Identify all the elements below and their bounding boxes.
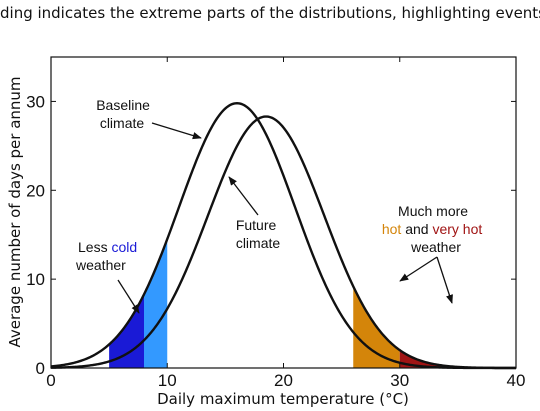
x-tick-label-30: 30 <box>390 371 409 390</box>
more-hot-word-hot: hot <box>382 221 402 237</box>
more-hot-line1: Much more <box>398 203 468 219</box>
future-label-line2: climate <box>236 235 281 251</box>
x-axis-title: Daily maximum temperature (°C) <box>157 390 409 408</box>
future-climate-label: Future climate <box>236 217 281 251</box>
more-hot-word-very-hot: very hot <box>432 221 482 237</box>
more-hot-word-and: and <box>401 221 432 237</box>
x-tick-label-0: 0 <box>46 371 55 390</box>
x-tick-label-20: 20 <box>274 371 293 390</box>
baseline-arrow <box>151 122 202 140</box>
more-hot-line3: weather <box>410 239 461 255</box>
y-tick-label-10: 10 <box>26 270 45 289</box>
x-tick-label-10: 10 <box>158 371 177 390</box>
hot-arrow <box>399 256 438 282</box>
tick-labels: 0 10 20 30 40 0 10 20 30 <box>26 92 525 390</box>
annotation-arrows <box>117 122 453 314</box>
less-cold-arrow <box>117 279 140 314</box>
less-cold-label: Less cold weather <box>75 239 141 273</box>
less-cold-line1-a: Less <box>78 239 111 255</box>
axis-ticks <box>50 57 517 369</box>
y-axis-title: Average number of days per annum <box>6 76 24 347</box>
less-cold-line1-b: cold <box>111 239 137 255</box>
y-tick-label-30: 30 <box>26 92 45 111</box>
y-tick-label-20: 20 <box>26 181 45 200</box>
more-hot-label: Much more hot and very hot weather <box>382 203 486 255</box>
distribution-curves <box>50 102 517 370</box>
future-curve <box>50 115 517 370</box>
less-cold-line2: weather <box>75 257 126 273</box>
shaded-region-2 <box>144 239 168 368</box>
y-tick-label-0: 0 <box>36 359 45 378</box>
baseline-curve <box>50 102 516 370</box>
figure-caption: ding indicates the extreme parts of the … <box>0 4 540 22</box>
future-arrow <box>228 176 259 216</box>
x-tick-label-40: 40 <box>507 371 526 390</box>
future-label-line1: Future <box>236 217 277 233</box>
baseline-label-line2: climate <box>100 115 145 131</box>
baseline-climate-label: Baseline climate <box>96 97 154 131</box>
very-hot-arrow <box>436 256 453 304</box>
baseline-label-line1: Baseline <box>96 97 150 113</box>
